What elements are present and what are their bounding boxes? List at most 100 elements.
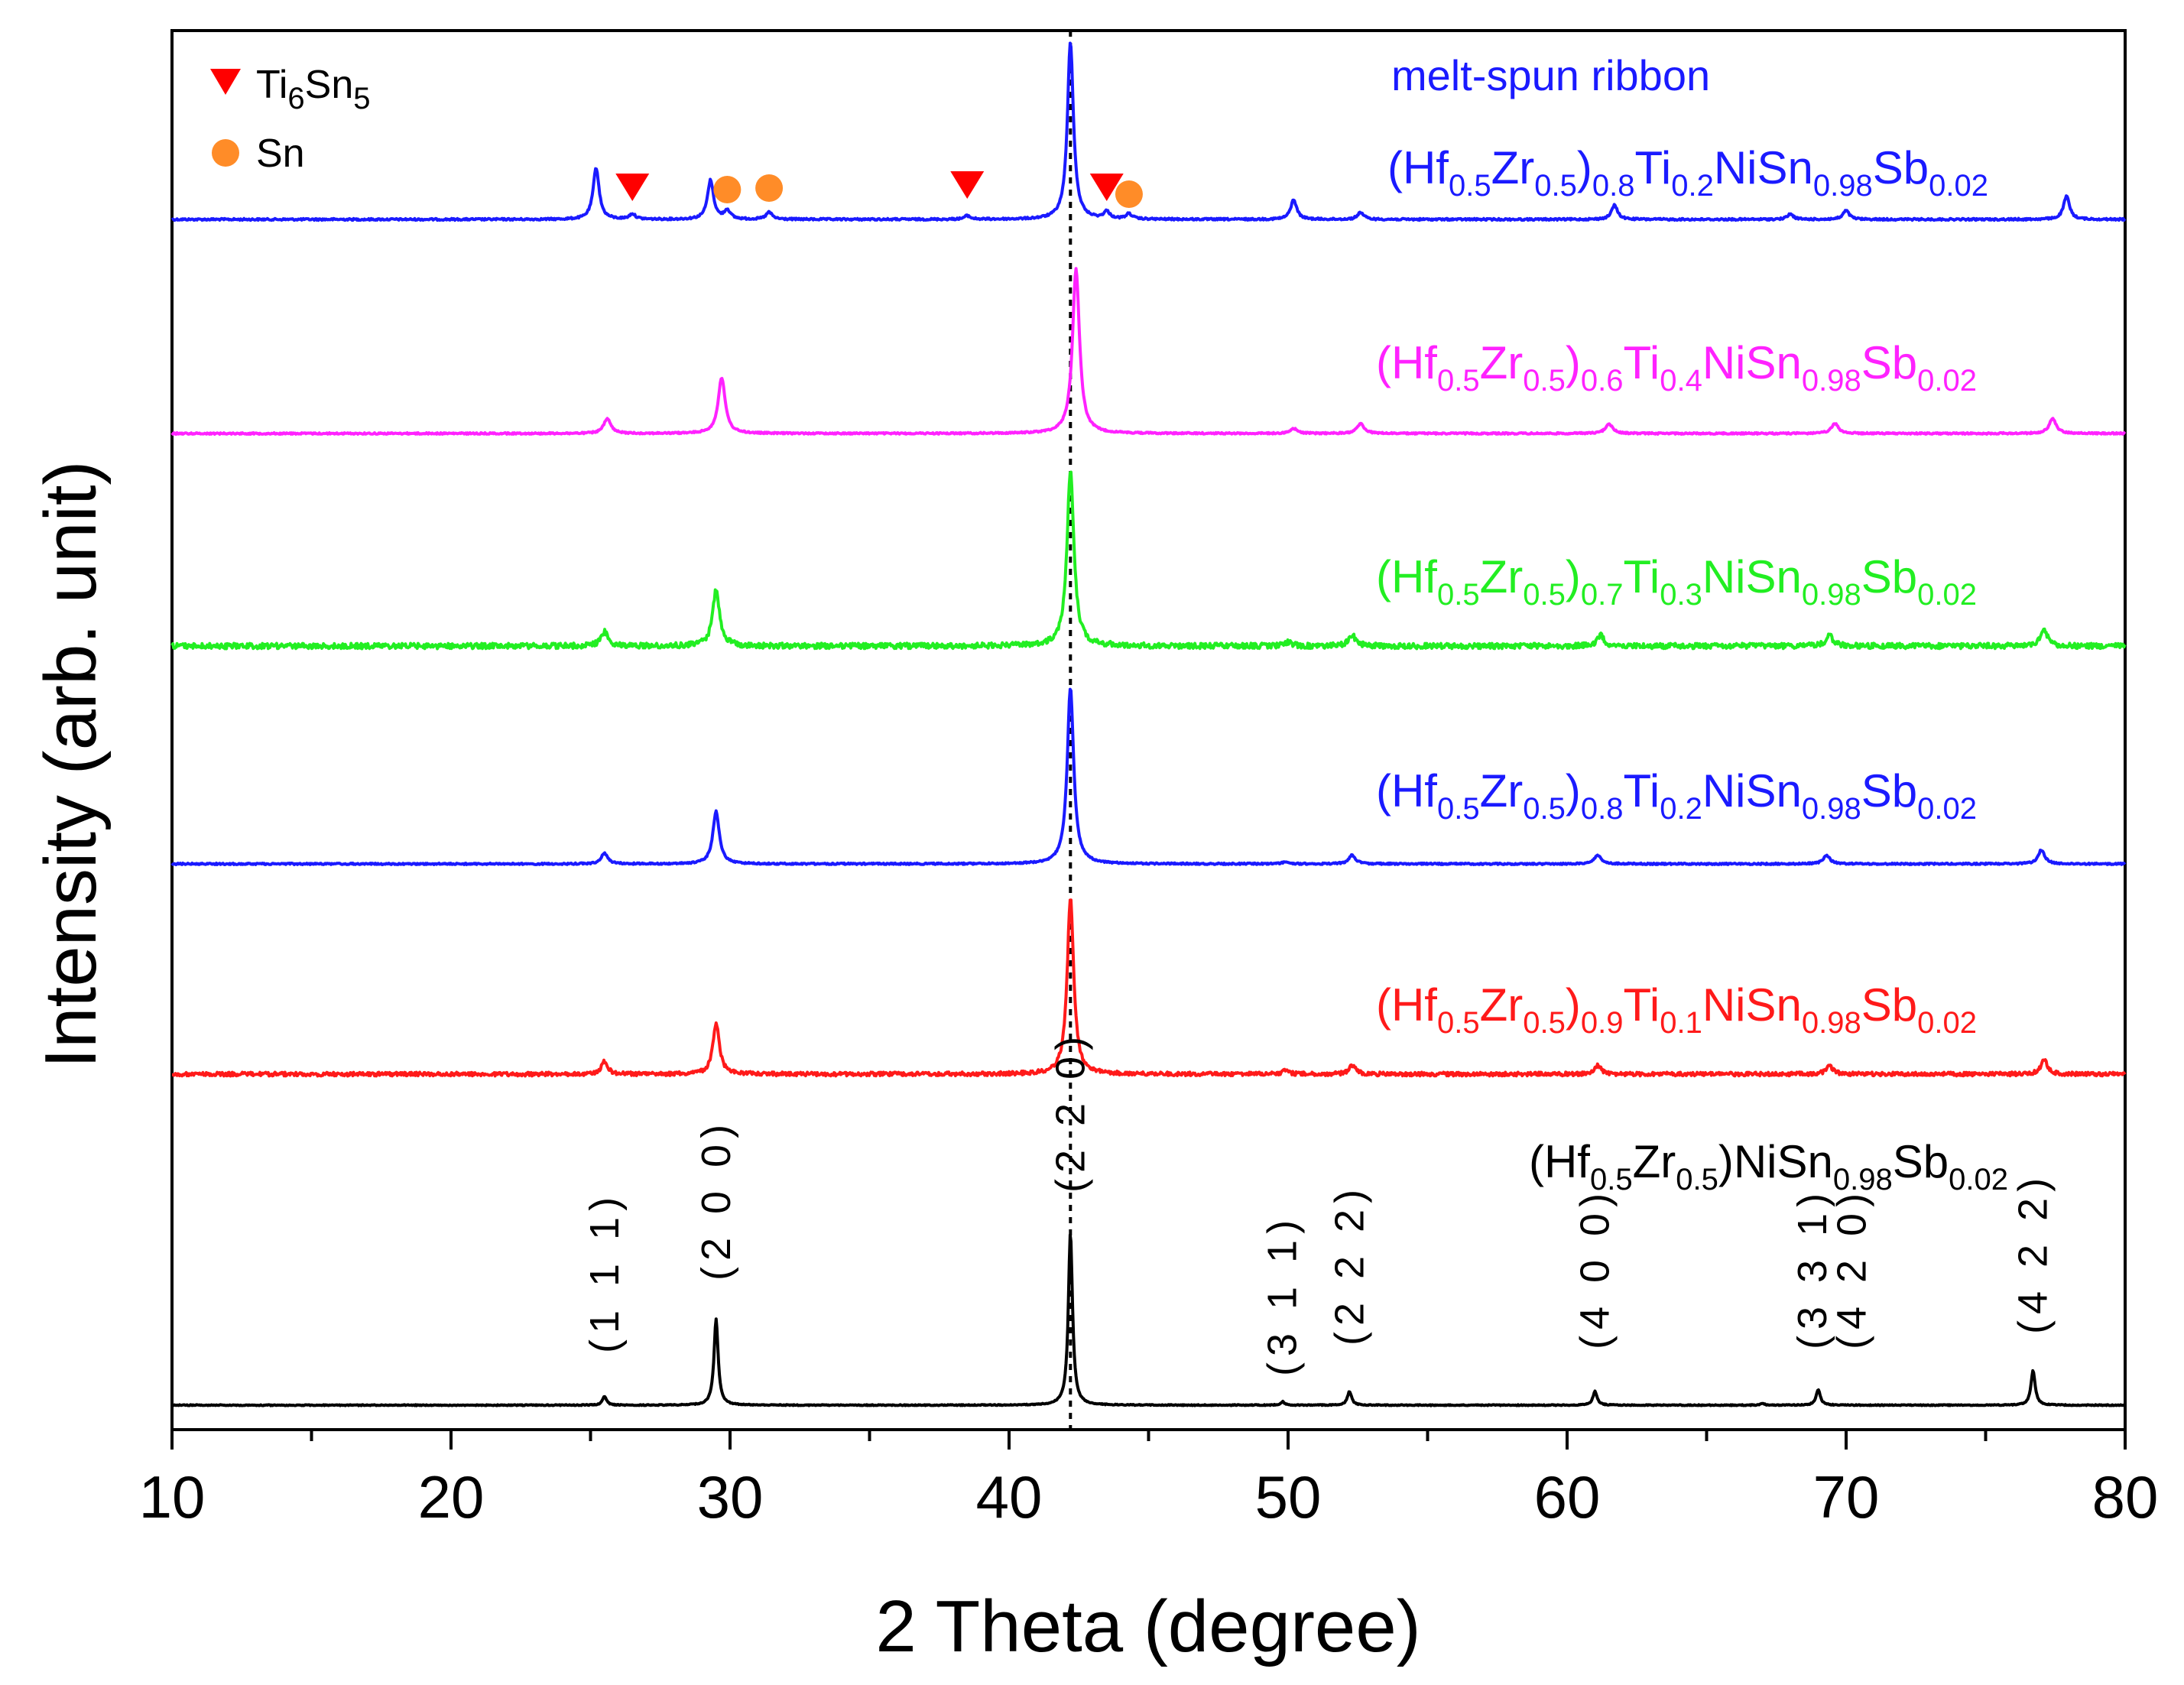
label-text: NiSn [1702, 551, 1802, 602]
label-text: Ti [1634, 142, 1671, 193]
miller-index-label: (2 0 0) [693, 1118, 739, 1281]
series-line-x02 [170, 687, 2127, 866]
x-axis-title: 2 Theta (degree) [875, 1586, 1420, 1667]
label-text: Zr [1633, 1136, 1676, 1187]
label-subscript: 0.98 [1802, 1006, 1861, 1040]
label-subscript: 0.98 [1813, 169, 1873, 203]
label-subscript: 0.8 [1581, 792, 1624, 826]
ti6sn5-marker [615, 174, 650, 201]
legend-label: Ti6Sn5 [256, 63, 371, 115]
label-subscript: 0.02 [1917, 578, 1977, 612]
miller-index-label: (2 2 0) [1047, 1031, 1093, 1193]
label-text: Ti [1623, 765, 1660, 817]
label-subscript: 0.98 [1802, 578, 1861, 612]
label-subscript: 0.5 [1523, 578, 1566, 612]
x-tick-label: 20 [418, 1463, 485, 1531]
sn-marker [755, 174, 784, 202]
label-subscript: 0.98 [1833, 1163, 1893, 1196]
miller-index-label: (2 2 2) [1326, 1183, 1372, 1346]
series-label-ref: (Hf0.5Zr0.5)NiSn0.98Sb0.02 [1529, 1136, 2008, 1196]
label-text: NiSn [1702, 337, 1802, 388]
label-text: NiSn [1714, 142, 1813, 193]
label-text: )NiSn [1718, 1136, 1833, 1187]
label-subscript: 0.7 [1581, 578, 1624, 612]
miller-index-label: (1 1 1) [582, 1191, 628, 1353]
label-subscript: 0.98 [1802, 792, 1861, 826]
label-subscript: 0.5 [1437, 578, 1480, 612]
miller-index-label: (4 2 2) [2010, 1172, 2056, 1334]
series-line-ref [171, 1233, 2126, 1407]
miller-index-label: (4 0 0) [1572, 1187, 1618, 1349]
label-text: Ti [1623, 337, 1660, 388]
label-subscript: 0.5 [1523, 792, 1566, 826]
label-text: Sb [1861, 337, 1917, 388]
label-text: ) [1577, 142, 1592, 193]
label-text: (Hf [1376, 337, 1437, 388]
series-label-x03: (Hf0.5Zr0.5)0.7Ti0.3NiSn0.98Sb0.02 [1376, 551, 1977, 612]
label-text: Ti [1623, 551, 1660, 602]
label-subscript: 0.5 [1437, 364, 1480, 398]
x-tick-label: 10 [139, 1463, 206, 1531]
label-text: Ti [1623, 979, 1660, 1031]
series-line-x03 [170, 470, 2127, 651]
label-text: ) [1566, 551, 1581, 602]
annotation-group: (1 1 1) (2 0 0) (2 2 0) (3 1 1) (2 2 2) (4 0 … [582, 171, 2056, 1376]
label-subscript: 0.98 [1802, 364, 1861, 398]
x-tick-label: 80 [2092, 1463, 2159, 1531]
label-subscript: 0.3 [1660, 578, 1702, 612]
label-subscript: 0.2 [1660, 792, 1702, 826]
label-text: ) [1566, 337, 1581, 388]
label-text: NiSn [1702, 765, 1802, 817]
x-tick-label: 50 [1255, 1463, 1322, 1531]
series-label-x01: (Hf0.5Zr0.5)0.9Ti0.1NiSn0.98Sb0.02 [1376, 979, 1977, 1040]
x-tick-label: 40 [976, 1463, 1043, 1531]
label-subscript: 0.5 [1676, 1163, 1718, 1196]
sn-marker [713, 176, 742, 203]
ti6sn5-marker [1089, 174, 1124, 201]
legend-text: Sn [305, 63, 354, 107]
series-line-ribbon [170, 41, 2127, 222]
label-subscript: 0.5 [1523, 364, 1566, 398]
x-tick-label: 30 [697, 1463, 764, 1531]
label-subscript: 0.5 [1523, 1006, 1566, 1040]
label-subscript: 0.2 [1671, 169, 1714, 203]
label-subscript: 0.5 [1437, 792, 1480, 826]
label-text: (Hf [1376, 979, 1437, 1031]
label-text: (Hf [1376, 551, 1437, 602]
legend-subscript: 6 [287, 82, 304, 115]
label-subscript: 0.8 [1592, 169, 1635, 203]
label-text: Sb [1873, 142, 1929, 193]
series-group: (Hf0.5Zr0.5)0.8Ti0.2NiSn0.98Sb0.02(Hf0.5… [170, 41, 2127, 1407]
label-text: Zr [1480, 337, 1524, 388]
x-tick-label: 70 [1813, 1463, 1880, 1531]
miller-index-label: (4 2 0) [1829, 1187, 1874, 1349]
sn-marker [1115, 180, 1143, 208]
series-label-x04: (Hf0.5Zr0.5)0.6Ti0.4NiSn0.98Sb0.02 [1376, 337, 1977, 398]
label-text: Sb [1893, 1136, 1949, 1187]
miller-index-label: (3 1 1) [1260, 1214, 1306, 1376]
label-subscript: 0.02 [1917, 1006, 1977, 1040]
label-subscript: 0.02 [1917, 792, 1977, 826]
ti6sn5-marker [950, 171, 985, 199]
label-text: (Hf [1376, 765, 1437, 817]
ribbon-title: melt-spun ribbon [1391, 51, 1710, 99]
series-label-ribbon: (Hf0.5Zr0.5)0.8Ti0.2NiSn0.98Sb0.02 [1387, 142, 1988, 203]
series-line-x01 [171, 898, 2127, 1078]
label-text: Sb [1861, 551, 1917, 602]
legend-subscript: 5 [353, 82, 370, 115]
label-text: Zr [1480, 551, 1524, 602]
label-subscript: 0.02 [1929, 169, 1988, 203]
series-line-x04 [170, 267, 2127, 436]
label-text: NiSn [1702, 979, 1802, 1031]
legend-circle-icon [212, 139, 239, 167]
series-label-x02: (Hf0.5Zr0.5)0.8Ti0.2NiSn0.98Sb0.02 [1376, 765, 1977, 826]
label-subscript: 0.1 [1660, 1006, 1702, 1040]
label-text: Zr [1480, 765, 1524, 817]
x-tick-label: 60 [1534, 1463, 1601, 1531]
legend-text: Ti [256, 63, 287, 107]
legend-label: Sn [256, 131, 305, 176]
label-text: ) [1566, 765, 1581, 817]
miller-index-label: (3 3 1) [1790, 1187, 1835, 1349]
